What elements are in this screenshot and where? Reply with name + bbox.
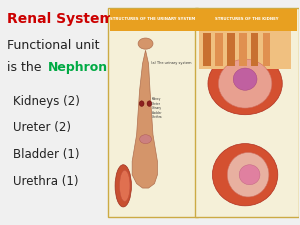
Polygon shape [203,32,211,66]
Polygon shape [132,50,158,188]
FancyBboxPatch shape [108,8,198,217]
Ellipse shape [218,59,272,108]
Text: Bladder (1): Bladder (1) [13,148,80,161]
Circle shape [138,38,153,49]
Ellipse shape [239,165,260,185]
Text: STRUCTURES OF THE KIDNEY: STRUCTURES OF THE KIDNEY [215,17,278,21]
Ellipse shape [208,52,282,115]
Text: Kidney
Ureter
Urinary
bladder
Urethra: Kidney Ureter Urinary bladder Urethra [152,97,162,119]
FancyBboxPatch shape [199,32,291,69]
Text: Nephron: Nephron [47,61,108,74]
Polygon shape [227,32,235,66]
Ellipse shape [139,101,144,106]
Ellipse shape [227,153,269,197]
Ellipse shape [119,170,130,201]
Text: Ureter (2): Ureter (2) [13,122,71,134]
Text: Kidneys (2): Kidneys (2) [13,95,80,108]
FancyBboxPatch shape [195,8,298,217]
Ellipse shape [233,68,257,90]
FancyBboxPatch shape [110,9,196,32]
FancyBboxPatch shape [196,9,297,32]
Text: Renal System:: Renal System: [7,13,120,27]
Polygon shape [251,32,259,66]
Ellipse shape [147,101,152,106]
Text: STRUCTURES OF THE URINARY SYSTEM: STRUCTURES OF THE URINARY SYSTEM [110,17,196,21]
Ellipse shape [212,144,278,206]
Text: is the: is the [7,61,46,74]
Polygon shape [239,32,247,66]
Text: Urethra (1): Urethra (1) [13,175,79,188]
Text: Functional unit: Functional unit [7,39,100,52]
Text: (a) The urinary system: (a) The urinary system [152,61,192,65]
Polygon shape [263,32,270,66]
Ellipse shape [115,165,131,207]
Circle shape [140,135,152,144]
Polygon shape [215,32,223,66]
